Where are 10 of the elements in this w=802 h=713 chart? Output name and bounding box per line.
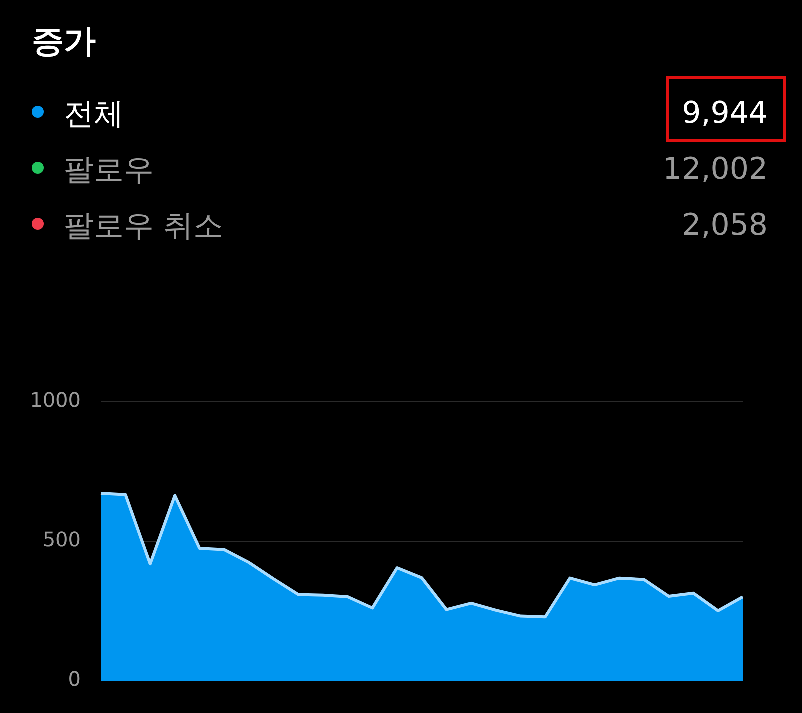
text: 12,002 — [663, 152, 768, 187]
text: 팔로우 취소 — [64, 208, 224, 246]
y-tick-label: 0 — [68, 667, 81, 692]
y-tick-label: 500 — [42, 528, 81, 552]
text: 2,058 — [682, 208, 768, 243]
text: 팔로우 — [64, 152, 154, 190]
legend-label: 전체 — [64, 96, 124, 134]
chart-title: 증가 — [32, 21, 96, 62]
text: 9,944 — [682, 96, 768, 131]
y-tick-label: 1000 — [30, 388, 81, 412]
